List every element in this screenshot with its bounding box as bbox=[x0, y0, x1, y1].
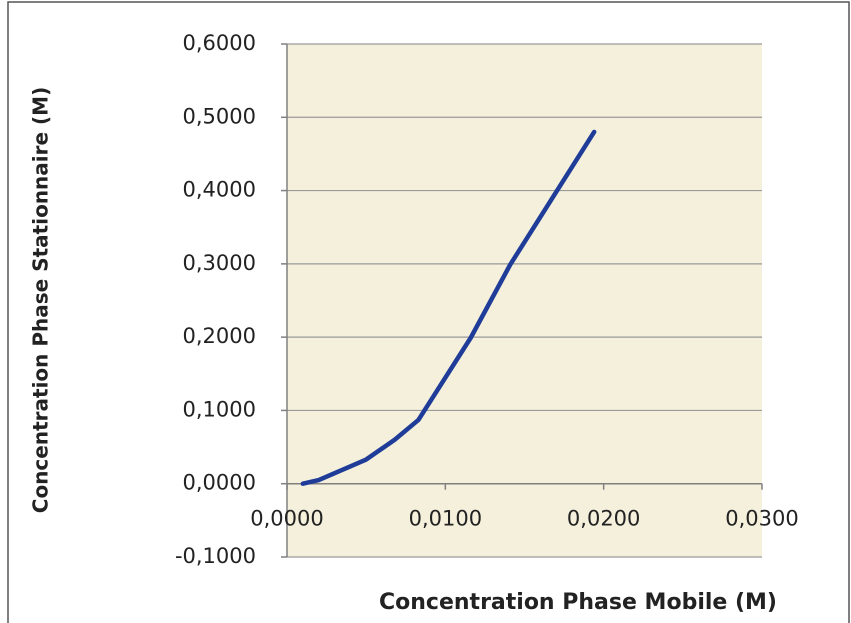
plot-area bbox=[287, 44, 762, 557]
x-tick-label: 0,0200 bbox=[567, 507, 640, 531]
x-tick-label: 0,0300 bbox=[725, 507, 798, 531]
y-tick-label: 0,3000 bbox=[183, 251, 256, 275]
y-tick-label: 0,1000 bbox=[183, 397, 256, 421]
y-tick-label: 0,2000 bbox=[183, 324, 256, 348]
y-tick-label: 0,4000 bbox=[183, 178, 256, 202]
data-line bbox=[300, 129, 597, 486]
x-tick-label: 0,0000 bbox=[250, 507, 323, 531]
y-tick-label: 0,5000 bbox=[183, 104, 256, 128]
x-tick-label: 0,0100 bbox=[409, 507, 482, 531]
y-axis-label: Concentration Phase Stationnaire (M) bbox=[29, 87, 53, 513]
y-tick-label: 0,6000 bbox=[183, 31, 256, 55]
y-tick-label: -0,1000 bbox=[175, 544, 256, 568]
x-axis-label: Concentration Phase Mobile (M) bbox=[379, 590, 777, 615]
chart-frame bbox=[7, 1, 850, 623]
y-tick-label: 0,0000 bbox=[183, 471, 256, 495]
